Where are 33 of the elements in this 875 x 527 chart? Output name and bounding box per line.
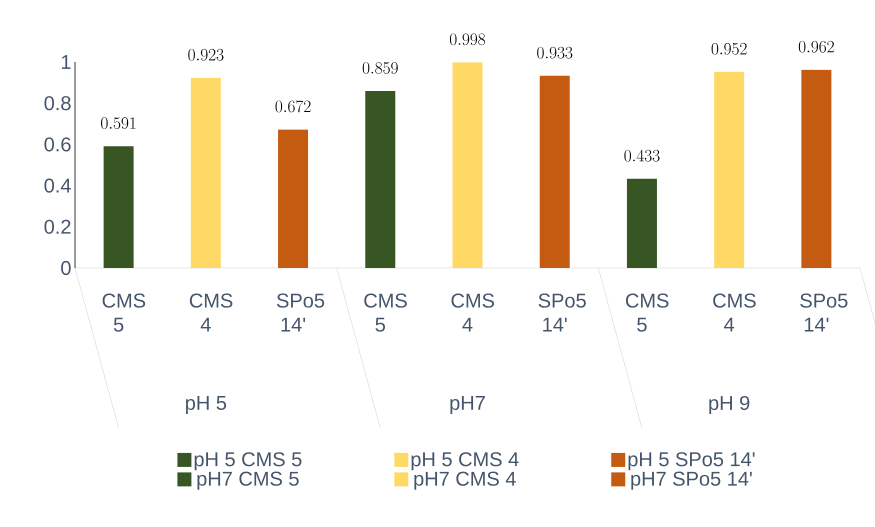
x-tick-label: CMS 4 bbox=[713, 294, 756, 332]
x-tick-label: SPo5 14' bbox=[538, 294, 586, 332]
data-label: 0.952 bbox=[712, 42, 747, 55]
data-label: 0.591 bbox=[101, 117, 136, 129]
x-tick-label: CMS 4 bbox=[190, 294, 232, 332]
legend-label: pH7 CMS 4 bbox=[414, 472, 516, 490]
x-tick-label: CMS 5 bbox=[102, 294, 146, 332]
text: pH 9 bbox=[709, 396, 750, 414]
y-tick-label: 0 bbox=[61, 260, 71, 276]
legend-label: pH7 CMS 5 bbox=[197, 472, 299, 490]
data-label: 0.859 bbox=[362, 62, 398, 74]
x-tick-label: SPo5 14' bbox=[800, 294, 848, 332]
y-tick-label: 0.2 bbox=[44, 220, 70, 234]
x-tick-label: CMS 5 bbox=[626, 294, 668, 332]
x-tick-label: SPo5 14' bbox=[276, 294, 324, 332]
x-tick-label: CMS 5 bbox=[364, 294, 407, 332]
data-label: 0.433 bbox=[624, 150, 660, 162]
data-label: 0.933 bbox=[537, 46, 572, 59]
y-tick-label: 0.6 bbox=[44, 137, 71, 152]
x-tick-label: CMS 4 bbox=[452, 294, 494, 332]
y-tick-label: 0.4 bbox=[44, 178, 71, 193]
data-label: 0.672 bbox=[276, 100, 311, 112]
legend-label: pH7 SPo5 14' bbox=[631, 472, 752, 490]
data-label: 0.923 bbox=[188, 48, 224, 61]
text: pH7 bbox=[450, 396, 485, 414]
legend-label: pH 5 CMS 4 bbox=[412, 452, 519, 470]
y-tick-label: 1 bbox=[62, 55, 70, 69]
legend-label: pH 5 SPo5 14' bbox=[628, 452, 755, 470]
text: pH 5 bbox=[186, 396, 226, 414]
data-label: 0.998 bbox=[450, 33, 486, 46]
y-tick-label: 0.8 bbox=[44, 96, 71, 110]
data-label: 0.962 bbox=[798, 40, 834, 53]
legend-label: pH 5 CMS 5 bbox=[194, 452, 302, 470]
